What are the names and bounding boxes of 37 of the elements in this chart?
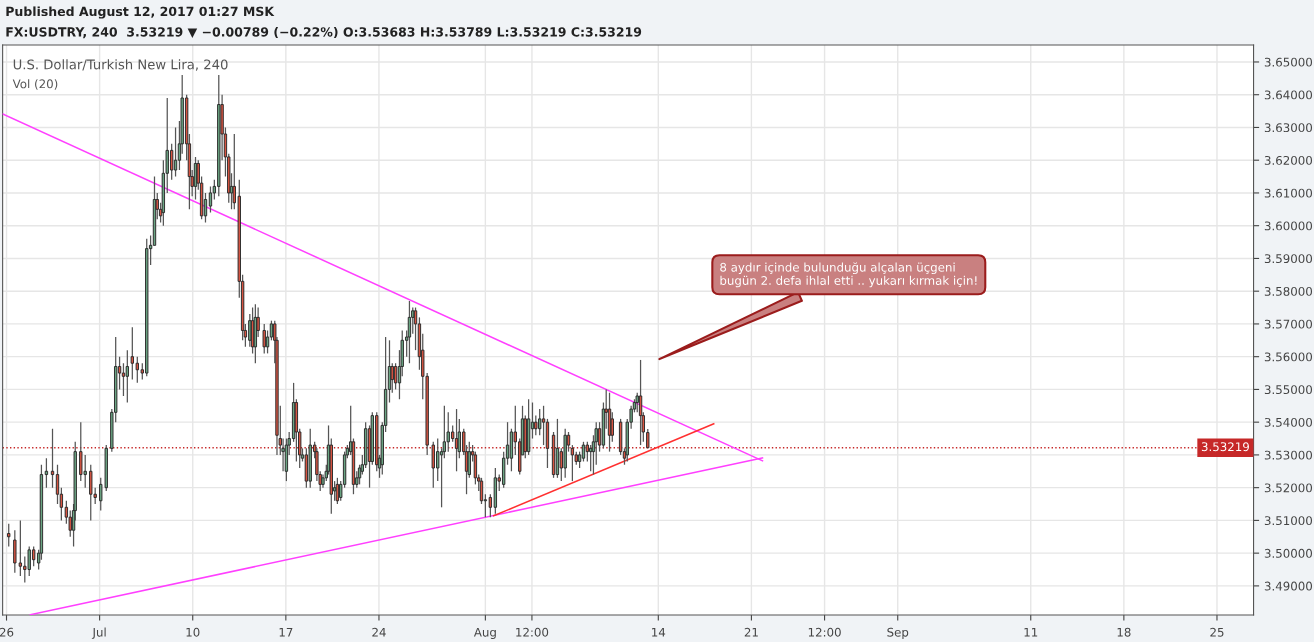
x-tick-label: 18 [1117,627,1131,637]
x-tick-label: 26 [0,627,14,637]
y-tick-label: 3.61000 [1264,188,1313,198]
y-tick-label: 3.59000 [1264,254,1313,264]
x-tick-label: 25 [1210,627,1224,637]
y-tick-label: 3.51000 [1264,516,1313,526]
y-tick-label: 3.55000 [1264,385,1313,395]
ref-line-label: 3.53219 [1201,442,1249,452]
y-tick-label: 3.49000 [1264,581,1313,591]
y-tick-label: 3.62000 [1264,155,1313,165]
x-tick-label: Sep [887,627,909,639]
x-tick-label: 24 [372,627,386,637]
x-tick-label: 17 [279,627,293,637]
y-tick-label: 3.54000 [1264,417,1313,427]
x-tick-label: 21 [744,627,758,637]
chart-title: Published August 12, 2017 01:27 MSK [6,6,275,19]
annotation: U.S. Dollar/Turkish New Lira, 240 [13,59,228,71]
annotation: 8 aydır içinde bulunduğu alçalan üçgeni bugün 2. defa ihlal etti .. yukarı kırmak için! [720,262,977,288]
x-tick-label: 14 [652,627,666,637]
x-tick-label: 11 [1024,627,1038,637]
y-tick-label: 3.64000 [1264,90,1313,100]
y-tick-label: 3.58000 [1264,286,1313,296]
y-tick-label: 3.52000 [1264,483,1313,493]
y-tick-label: 3.53000 [1264,450,1313,460]
y-tick-label: 3.50000 [1264,548,1313,558]
x-tick-label: Aug [473,627,496,639]
y-tick-label: 3.56000 [1264,352,1313,362]
chart-subtitle: FX:USDTRY, 240 3.53219 ▼ −0.00789 (−0.22%) O:3.53683 H:3.53789 L:3.53219 C:3.53219 [6,26,642,39]
y-tick-label: 3.63000 [1264,123,1313,133]
annotation: Vol (20) [12,79,58,90]
x-tick-label: 10 [186,627,200,637]
x-tick-label: 12:00 [516,627,549,637]
y-tick-label: 3.57000 [1264,319,1313,329]
y-tick-label: 3.60000 [1264,221,1313,231]
x-tick-label: Jul [91,627,106,639]
y-tick-label: 3.65000 [1264,57,1313,67]
x-tick-label: 12:00 [808,627,841,637]
